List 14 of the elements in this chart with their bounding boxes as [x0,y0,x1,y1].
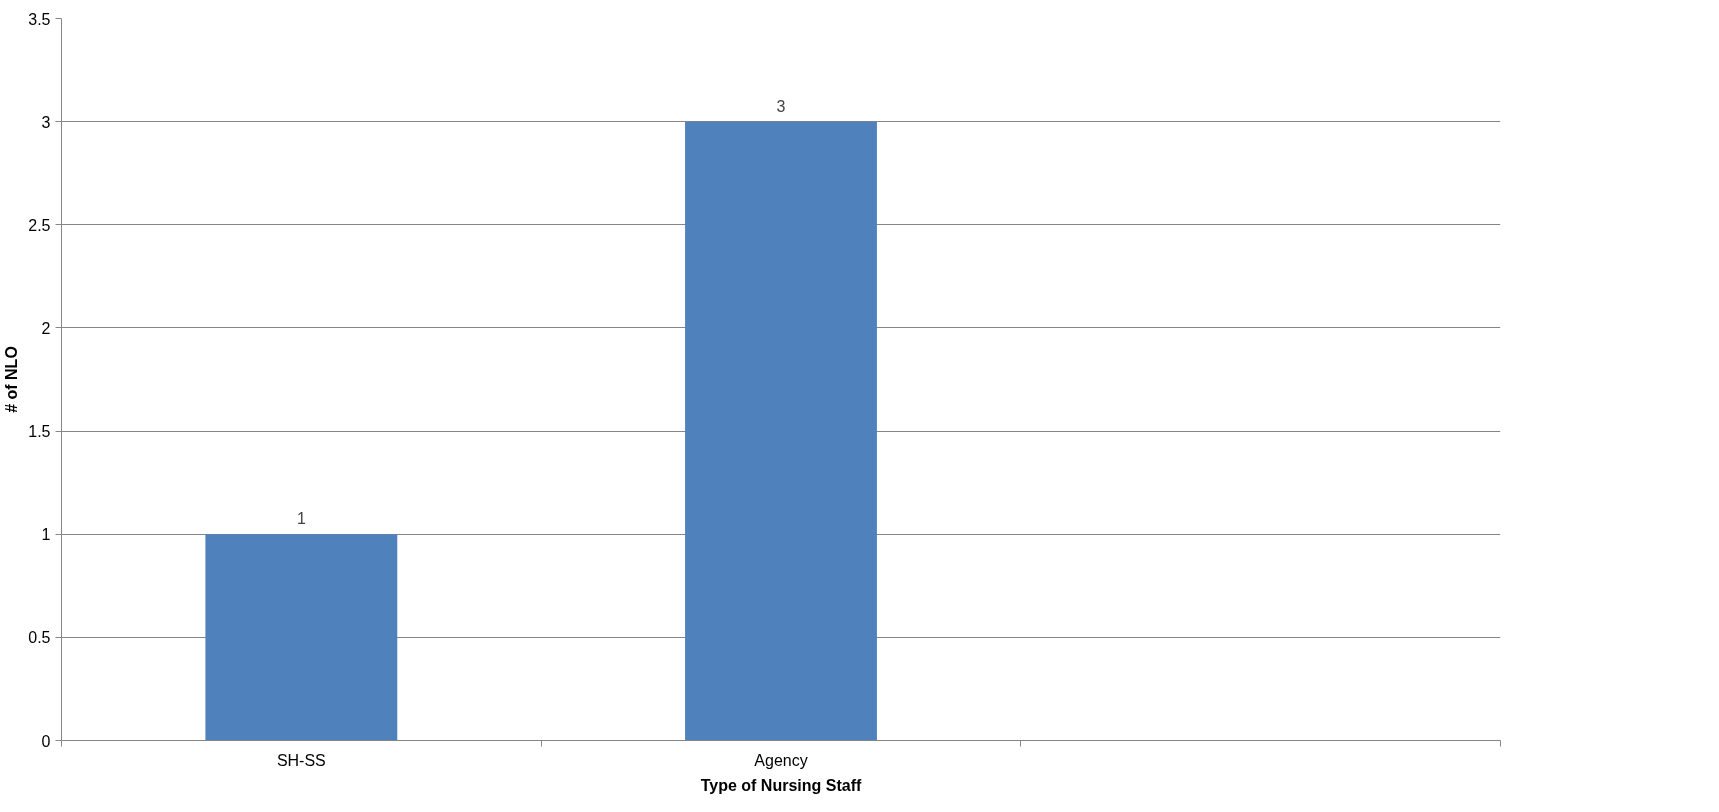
y-tick-label: 0.5 [28,629,51,647]
y-tick-label: 0 [41,732,51,750]
y-tick-label: 2.5 [28,216,51,234]
data-label: 3 [776,97,786,115]
data-label: 1 [296,510,306,528]
x-tick-label: Agency [754,751,808,769]
y-tick-label: 3 [41,113,51,131]
y-tick-label: 1 [41,526,51,544]
y-tick-label: 3.5 [28,10,51,28]
x-axis-title: Type of Nursing Staff [700,776,862,794]
y-tick-label: 1.5 [28,423,51,441]
y-axis-title: # of NLO [3,346,21,413]
x-tick-label: SH-SS [276,751,326,769]
y-tick-label: 2 [41,319,51,337]
